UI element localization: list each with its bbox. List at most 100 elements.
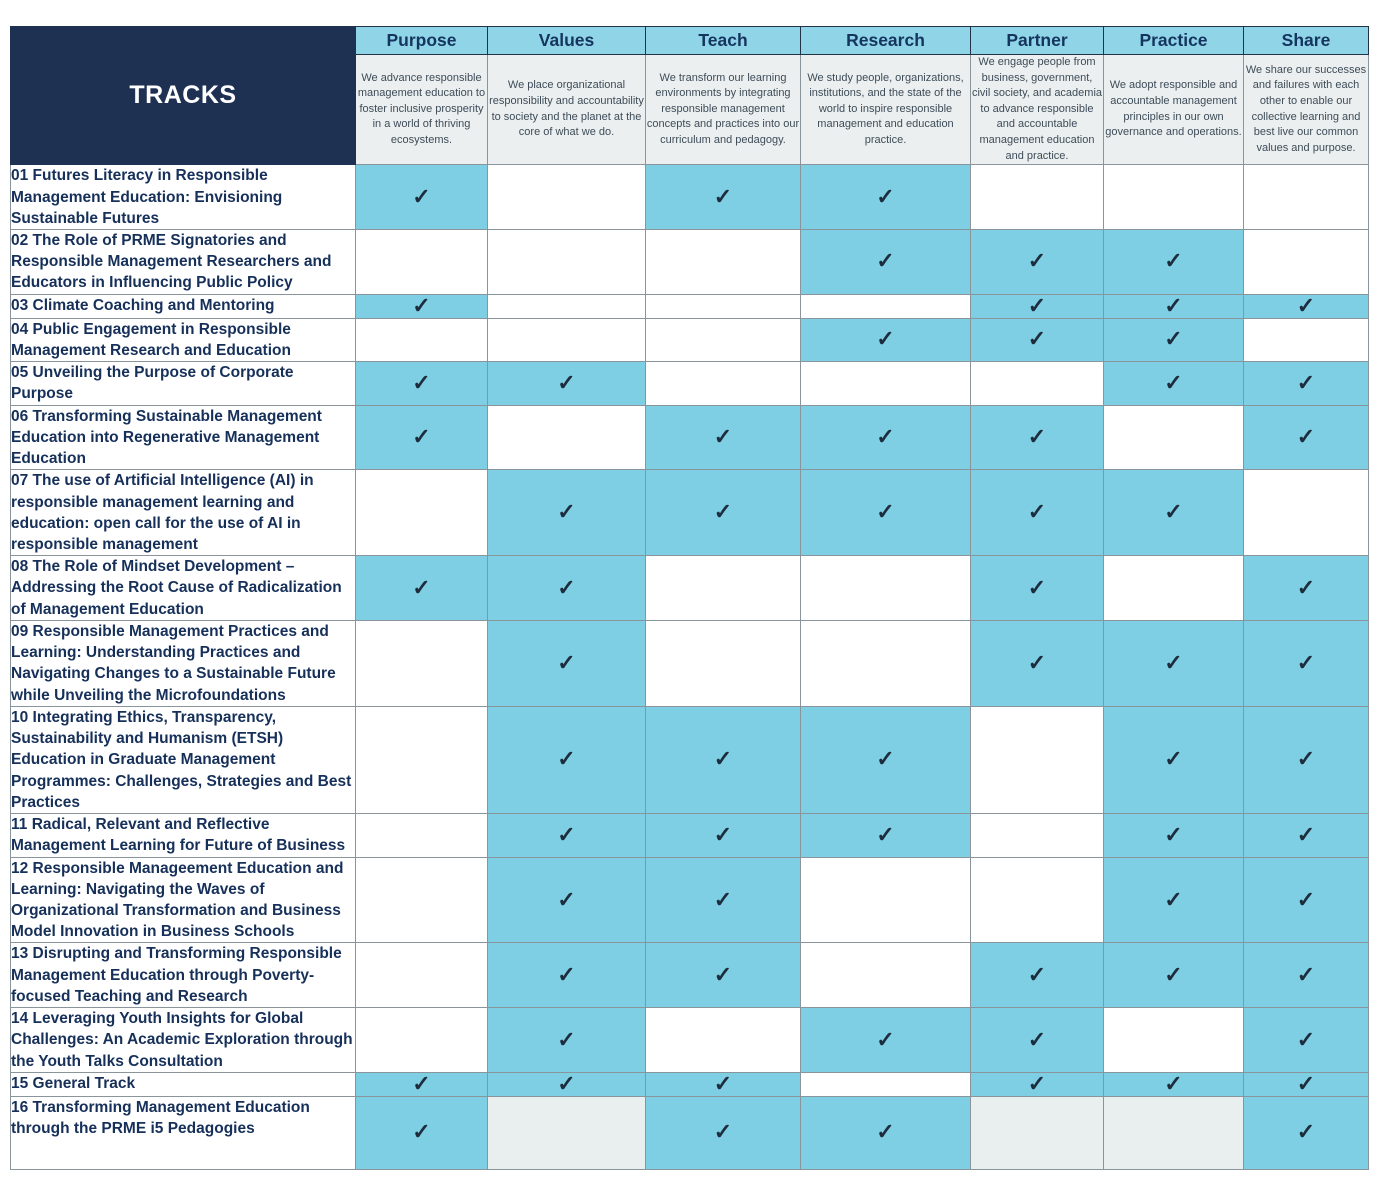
table-row: 16 Transforming Management Education thr… — [10, 1095, 1369, 1170]
check-cell-research: ✓ — [800, 164, 971, 230]
check-icon: ✓ — [557, 961, 576, 987]
check-cell-share: ✓ — [1243, 813, 1369, 858]
check-cell-partner: ✓ — [970, 1071, 1104, 1097]
table-row: 01 Futures Literacy in Responsible Manag… — [10, 164, 1369, 230]
empty-cell — [645, 361, 801, 406]
table-row: 04 Public Engagement in Responsible Mana… — [10, 317, 1369, 363]
check-icon: ✓ — [876, 248, 895, 274]
column-header-share: Share — [1243, 26, 1369, 55]
check-icon: ✓ — [876, 1119, 895, 1145]
empty-cell — [487, 404, 646, 471]
check-cell-practice: ✓ — [1103, 813, 1244, 858]
check-icon: ✓ — [713, 746, 733, 772]
empty-cell — [1243, 469, 1369, 557]
check-icon: ✓ — [557, 886, 576, 912]
column-header-partner: Partner — [970, 26, 1104, 55]
empty-cell — [1243, 164, 1369, 230]
track-label: 02 The Role of PRME Signatories and Resp… — [10, 228, 356, 295]
check-cell-partner: ✓ — [970, 619, 1104, 707]
check-cell-practice: ✓ — [1103, 469, 1244, 557]
check-cell-teach: ✓ — [645, 469, 801, 557]
check-icon: ✓ — [1027, 961, 1047, 987]
track-label: 07 The use of Artificial Intelligence (A… — [10, 469, 356, 557]
check-cell-research: ✓ — [800, 813, 971, 858]
empty-cell — [1103, 1007, 1244, 1073]
check-cell-practice: ✓ — [1103, 619, 1244, 707]
check-cell-share: ✓ — [1243, 942, 1369, 1009]
check-cell-teach: ✓ — [645, 164, 801, 230]
check-icon: ✓ — [1296, 886, 1316, 912]
check-icon: ✓ — [876, 183, 895, 209]
check-icon: ✓ — [1164, 821, 1183, 847]
check-cell-purpose: ✓ — [355, 1071, 488, 1097]
empty-cell — [1103, 1095, 1244, 1170]
check-icon: ✓ — [1164, 649, 1183, 675]
empty-cell — [487, 293, 646, 319]
check-icon: ✓ — [1027, 574, 1047, 600]
check-cell-values: ✓ — [487, 555, 646, 621]
check-icon: ✓ — [1164, 1072, 1183, 1096]
check-icon: ✓ — [1296, 746, 1316, 772]
check-cell-practice: ✓ — [1103, 293, 1244, 319]
check-icon: ✓ — [412, 294, 431, 318]
track-label: 01 Futures Literacy in Responsible Manag… — [10, 164, 356, 230]
check-cell-research: ✓ — [800, 1095, 971, 1170]
table-row: 08 The Role of Mindset Development – Add… — [10, 555, 1369, 621]
check-cell-practice: ✓ — [1103, 942, 1244, 1009]
empty-cell — [645, 555, 801, 621]
empty-cell — [800, 293, 971, 319]
check-icon: ✓ — [557, 369, 576, 395]
check-cell-teach: ✓ — [645, 813, 801, 858]
check-icon: ✓ — [713, 1072, 733, 1096]
column-description-purpose: We advance responsible management educat… — [355, 53, 488, 166]
empty-cell — [970, 1095, 1104, 1170]
check-icon: ✓ — [557, 1026, 576, 1052]
check-cell-practice: ✓ — [1103, 705, 1244, 815]
check-icon: ✓ — [412, 369, 431, 395]
check-cell-teach: ✓ — [645, 404, 801, 471]
table-row: 03 Climate Coaching and Mentoring ✓ ✓ ✓ ✓ — [10, 293, 1369, 319]
column-header-practice: Practice — [1103, 26, 1244, 55]
check-cell-practice: ✓ — [1103, 856, 1244, 944]
empty-cell — [800, 555, 971, 621]
empty-cell — [355, 1007, 488, 1073]
empty-cell — [970, 361, 1104, 406]
track-label: 08 The Role of Mindset Development – Add… — [10, 555, 356, 621]
check-icon: ✓ — [1164, 369, 1183, 395]
check-icon: ✓ — [876, 821, 895, 847]
empty-cell — [970, 856, 1104, 944]
check-icon: ✓ — [1027, 248, 1047, 274]
check-cell-share: ✓ — [1243, 619, 1369, 707]
check-cell-partner: ✓ — [970, 228, 1104, 295]
check-cell-values: ✓ — [487, 619, 646, 707]
track-label: 05 Unveiling the Purpose of Corporate Pu… — [10, 361, 356, 406]
empty-cell — [355, 228, 488, 295]
track-label: 10 Integrating Ethics, Transparency, Sus… — [10, 705, 356, 815]
table-row: 13 Disrupting and Transforming Responsib… — [10, 942, 1369, 1009]
empty-cell — [487, 164, 646, 230]
check-icon: ✓ — [1296, 369, 1316, 395]
empty-cell — [645, 317, 801, 363]
empty-cell — [645, 1007, 801, 1073]
check-icon: ✓ — [412, 183, 431, 209]
check-cell-practice: ✓ — [1103, 1071, 1244, 1097]
check-cell-practice: ✓ — [1103, 361, 1244, 406]
check-cell-values: ✓ — [487, 1007, 646, 1073]
track-label: 06 Transforming Sustainable Management E… — [10, 404, 356, 471]
check-cell-values: ✓ — [487, 705, 646, 815]
column-header-values: Values — [487, 26, 646, 55]
check-icon: ✓ — [557, 1072, 576, 1096]
empty-cell — [1103, 555, 1244, 621]
check-icon: ✓ — [1296, 574, 1316, 600]
check-cell-values: ✓ — [487, 361, 646, 406]
empty-cell — [487, 317, 646, 363]
track-label: 16 Transforming Management Education thr… — [10, 1095, 356, 1170]
check-cell-research: ✓ — [800, 1007, 971, 1073]
check-icon: ✓ — [1027, 649, 1047, 675]
check-cell-values: ✓ — [487, 1071, 646, 1097]
tracks-header: TRACKS — [10, 25, 356, 166]
check-cell-teach: ✓ — [645, 1095, 801, 1170]
column-header-teach: Teach — [645, 26, 801, 55]
table-row: 10 Integrating Ethics, Transparency, Sus… — [10, 705, 1369, 815]
check-icon: ✓ — [1027, 499, 1047, 525]
